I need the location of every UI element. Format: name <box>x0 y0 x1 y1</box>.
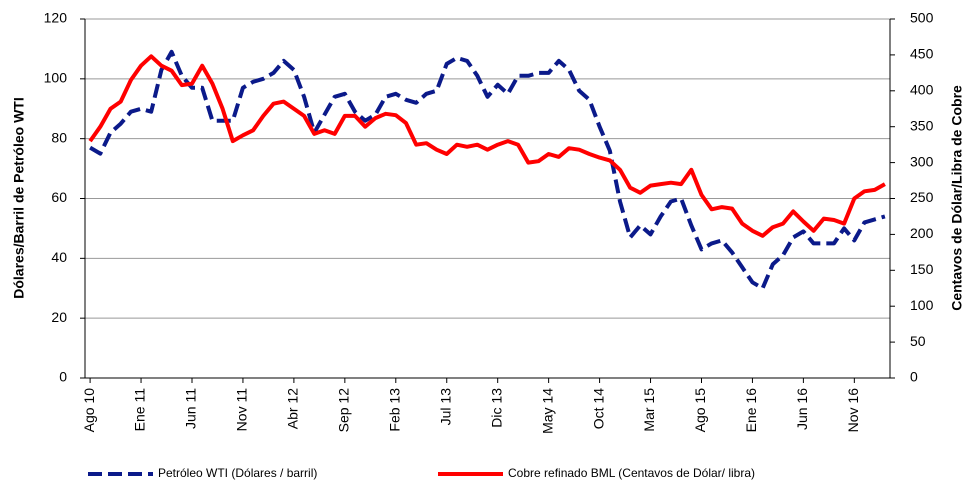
legend-label: Cobre refinado BML (Centavos de Dólar/ l… <box>508 466 755 480</box>
x-tick-label: Ene 16 <box>743 388 759 433</box>
x-tick-label: Nov 16 <box>845 388 861 433</box>
y2-tick-label: 350 <box>910 117 934 133</box>
y2-tick-label: 250 <box>910 189 934 205</box>
x-tick-label: Sep 12 <box>336 388 352 433</box>
y2-tick-label: 300 <box>910 153 934 169</box>
x-tick-label: Jul 13 <box>437 388 453 426</box>
series-line <box>88 54 886 238</box>
y-tick-label: 20 <box>51 309 67 325</box>
x-tick-label: Ene 11 <box>132 388 148 432</box>
x-tick-label: Mar 15 <box>641 388 657 432</box>
x-tick-label: Jun 16 <box>794 388 810 430</box>
y2-axis-title: Centavos de Dólar/Libra de Cobre <box>949 85 965 311</box>
y2-tick-label: 100 <box>910 297 934 313</box>
x-tick-label: Oct 14 <box>590 388 606 429</box>
y-tick-label: 100 <box>44 70 68 86</box>
y2-tick-label: 200 <box>910 225 934 241</box>
x-tick-label: May 14 <box>539 388 555 434</box>
y2-tick-label: 50 <box>910 333 926 349</box>
y2-tick-label: 450 <box>910 46 934 62</box>
legend-label: Petróleo WTI (Dólares / barril) <box>158 466 317 480</box>
y-tick-label: 0 <box>59 369 67 385</box>
y2-tick-label: 400 <box>910 82 934 98</box>
y-tick-label: 120 <box>44 10 68 26</box>
x-tick-label: Nov 11 <box>234 388 250 432</box>
y-tick-label: 40 <box>51 249 67 265</box>
y-tick-label: 80 <box>51 129 67 145</box>
y2-tick-label: 0 <box>910 369 918 385</box>
x-tick-label: Feb 13 <box>386 388 402 432</box>
y-tick-label: 60 <box>51 189 67 205</box>
x-tick-label: Ago 10 <box>81 388 97 433</box>
y2-tick-label: 150 <box>910 261 934 277</box>
x-tick-label: Ago 15 <box>692 388 708 433</box>
x-tick-label: Abr 12 <box>285 388 301 429</box>
x-tick-label: Jun 11 <box>183 388 199 429</box>
series-line <box>89 49 886 291</box>
y2-tick-label: 500 <box>910 10 934 26</box>
x-tick-label: Dic 13 <box>488 388 504 428</box>
y-axis-title: Dólares/Barril de Petróleo WTI <box>11 97 27 299</box>
